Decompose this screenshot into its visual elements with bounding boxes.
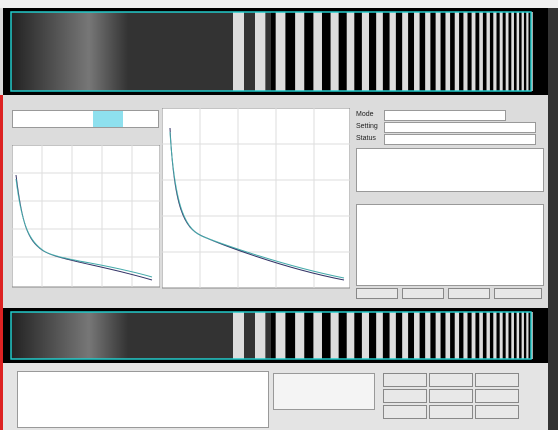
- grid: [12, 145, 160, 287]
- stripe: [499, 312, 503, 359]
- stripe: [493, 312, 497, 359]
- button[interactable]: [383, 389, 427, 403]
- stripe: [445, 12, 451, 91]
- stripe: [505, 12, 509, 91]
- stripe: [361, 12, 370, 91]
- stripe: [233, 12, 244, 91]
- info-table: [356, 148, 544, 192]
- stripe: [402, 312, 409, 359]
- stripe: [330, 12, 339, 91]
- stripe: [486, 12, 490, 91]
- stripe: [275, 312, 286, 359]
- stripe: [361, 312, 370, 359]
- button[interactable]: [429, 373, 473, 387]
- stripe: [275, 12, 286, 91]
- bottom-controls: [3, 363, 548, 430]
- stripe: [435, 312, 441, 359]
- stripe: [471, 312, 476, 359]
- gradient-region: [11, 312, 271, 359]
- button[interactable]: [494, 288, 542, 299]
- stripe: [471, 12, 476, 91]
- stripe: [414, 312, 420, 359]
- setting-field[interactable]: [384, 122, 536, 133]
- button[interactable]: [383, 373, 427, 387]
- chart-left: [12, 145, 160, 288]
- label: Setting: [356, 123, 378, 130]
- curve: [169, 131, 345, 279]
- plot-area: [162, 108, 350, 289]
- label: Status: [356, 135, 376, 142]
- label: Mode: [356, 111, 374, 118]
- button[interactable]: [383, 405, 427, 419]
- stripe: [425, 12, 431, 91]
- stripe: [516, 12, 520, 91]
- stripe: [402, 12, 409, 91]
- stripe: [255, 12, 266, 91]
- status-text: [273, 373, 375, 410]
- roi-frame: [10, 311, 532, 360]
- stripe: [511, 312, 514, 359]
- stripe: [330, 312, 339, 359]
- stripe: [313, 12, 322, 91]
- stripe: [463, 12, 468, 91]
- stripe: [295, 12, 305, 91]
- button[interactable]: [356, 288, 398, 299]
- button[interactable]: [429, 389, 473, 403]
- stripe: [414, 12, 420, 91]
- stripe: [454, 312, 460, 359]
- stripe: [346, 12, 355, 91]
- measure-table: [17, 371, 269, 428]
- stripe: [295, 312, 305, 359]
- stripe: [499, 12, 503, 91]
- stripe: [493, 12, 497, 91]
- slider-highlight: [93, 111, 123, 127]
- left-edge: [0, 95, 3, 430]
- stripe: [376, 312, 383, 359]
- curve: [15, 178, 153, 278]
- button[interactable]: [448, 288, 490, 299]
- stripe: [445, 312, 451, 359]
- stripe: [313, 312, 322, 359]
- stripe: [516, 312, 520, 359]
- right-edge: [548, 8, 558, 430]
- stripe: [255, 312, 266, 359]
- stripe: [425, 312, 431, 359]
- plot-area: [12, 145, 160, 288]
- button[interactable]: [402, 288, 444, 299]
- stripe: [389, 312, 396, 359]
- button[interactable]: [475, 405, 519, 419]
- gradient-region: [11, 12, 271, 91]
- stripe: [389, 12, 396, 91]
- button[interactable]: [475, 373, 519, 387]
- stripe: [346, 312, 355, 359]
- stripe: [511, 12, 514, 91]
- stripe: [435, 12, 441, 91]
- stripe: [526, 312, 529, 359]
- stripe: [521, 312, 524, 359]
- roi-frame: [10, 11, 532, 92]
- stripe: [479, 312, 483, 359]
- stripe: [463, 312, 468, 359]
- stripe: [454, 12, 460, 91]
- title-bar: [0, 0, 558, 8]
- button[interactable]: [475, 389, 519, 403]
- status-field: [384, 134, 536, 145]
- stripe: [521, 12, 524, 91]
- stripe: [376, 12, 383, 91]
- bottom-image: [3, 308, 548, 363]
- top-image: [3, 8, 548, 95]
- stripe: [486, 312, 490, 359]
- stripe: [233, 312, 244, 359]
- range-slider[interactable]: [12, 110, 159, 128]
- chart-middle: [162, 108, 350, 289]
- button[interactable]: [429, 405, 473, 419]
- grid: [162, 108, 350, 288]
- results-table: [356, 204, 544, 286]
- settings-panel: Mode Setting Status: [352, 108, 546, 299]
- stripe: [505, 312, 509, 359]
- mode-dropdown[interactable]: [384, 110, 506, 121]
- stripe: [479, 12, 483, 91]
- stripe: [526, 12, 529, 91]
